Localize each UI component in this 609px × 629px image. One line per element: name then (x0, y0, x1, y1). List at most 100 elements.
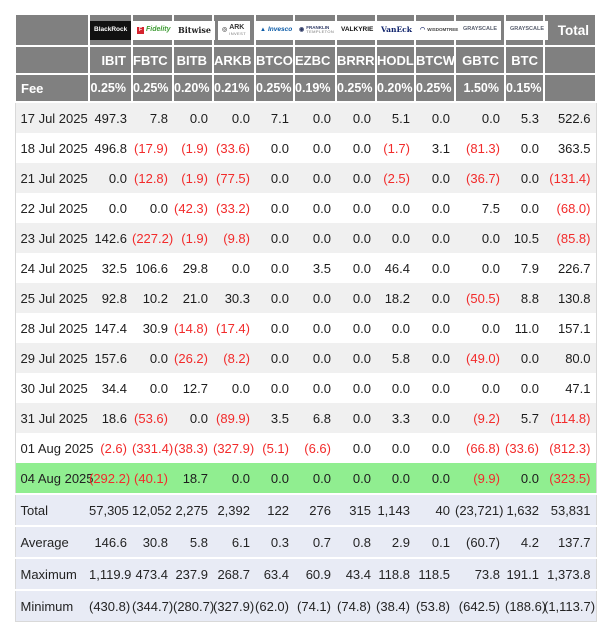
value-cell: 0.0 (312, 350, 331, 366)
value-cell: (40.1) (134, 470, 168, 486)
bitcoin-etf-flow-table: BlackRock F Fidelity Bitwise ◎ ARK INVEST ▲ Inve… (14, 13, 597, 622)
wisdomtree-logo-icon: ◠ (420, 27, 426, 33)
summary-value-cell: 5.8 (189, 534, 208, 550)
summary-value-cell: 473.4 (135, 566, 168, 582)
ticker-fbtc: FBTC (131, 45, 174, 75)
corner-cell (14, 13, 90, 47)
value-cell: 5.3 (520, 110, 539, 126)
summary-value-cell: (53.8) (416, 598, 450, 614)
date-cell: 28 Jul 2025 (20, 320, 88, 336)
value-cell: 142.6 (94, 230, 127, 246)
date-cell: 18 Jul 2025 (20, 140, 88, 156)
value-cell: 0.0 (520, 380, 539, 396)
logo-text-main: ARK (229, 24, 245, 32)
value-cell: 7.9 (520, 260, 539, 276)
value-cell: 0.0 (312, 290, 331, 306)
total-cell: 47.1 (565, 380, 591, 396)
value-cell: 7.5 (481, 200, 500, 216)
value-cell: 0.0 (391, 320, 410, 336)
value-cell: 0.0 (431, 350, 450, 366)
provider-header-btc: GRAYSCALE (504, 13, 549, 47)
value-cell: 0.0 (312, 140, 331, 156)
logo-text-main: Fidelity (146, 26, 171, 34)
value-cell: (6.6) (304, 440, 331, 456)
table-row: 01 Aug 2025 (2.6) (331.4) (38.3) (327.9) (5.1… (15, 433, 596, 463)
value-cell: (81.3) (466, 140, 500, 156)
value-cell: (292.2) (89, 470, 131, 486)
value-cell: 0.0 (270, 260, 289, 276)
value-cell: 0.0 (481, 110, 500, 126)
ticker-gbtc: GBTC (454, 45, 506, 75)
value-cell: 0.0 (312, 320, 331, 336)
value-cell: 0.0 (431, 440, 450, 456)
franklin-templeton-logo: ◉ FRANKLIN TEMPLETON (295, 20, 339, 40)
grayscale-btc-logo: GRAYSCALE (506, 20, 549, 40)
summary-value-cell: 0.3 (270, 534, 289, 550)
provider-header-brrr: VALKYRIE (335, 13, 378, 47)
total-cell: (812.3) (549, 440, 591, 456)
logo-text: ARK INVEST (229, 24, 246, 36)
value-cell: 0.0 (352, 170, 371, 186)
value-cell: (26.2) (174, 350, 208, 366)
total-cell: 130.8 (557, 290, 591, 306)
summary-value-cell: (74.1) (297, 598, 331, 614)
value-cell: 0.0 (481, 380, 500, 396)
value-cell: 496.8 (94, 140, 127, 156)
value-cell: 5.1 (391, 110, 410, 126)
summary-row-average: Average 146.6 30.8 5.8 6.1 0.3 0.7 0.8 2.9 0.1 (60… (15, 526, 596, 558)
summary-value-cell: (327.9) (213, 598, 255, 614)
value-cell: 0.0 (431, 290, 450, 306)
summary-value-cell: 118.8 (378, 566, 410, 582)
summary-value-cell: 57,305 (89, 502, 129, 518)
date-cell: 21 Jul 2025 (20, 170, 88, 186)
fee-row-label: Fee (14, 73, 90, 103)
value-cell: 0.0 (352, 440, 371, 456)
summary-value-cell: 0.7 (312, 534, 331, 550)
value-cell: (17.4) (216, 320, 250, 336)
fee-gbtc: 1.50% (454, 73, 506, 103)
summary-value-cell: 315 (349, 502, 371, 518)
summary-value-cell: (188.6) (505, 598, 547, 614)
value-cell: (331.4) (132, 440, 174, 456)
value-cell: 0.0 (312, 230, 331, 246)
fee-arkb: 0.21% (212, 73, 256, 103)
value-cell: 0.0 (520, 350, 539, 366)
summary-value-cell: 0.8 (352, 534, 371, 550)
value-cell: 0.0 (312, 110, 331, 126)
date-cell: 23 Jul 2025 (20, 230, 88, 246)
value-cell: 6.8 (312, 410, 331, 426)
value-cell: (2.5) (383, 170, 410, 186)
value-cell: 497.3 (94, 110, 127, 126)
value-cell: (1.9) (181, 170, 208, 186)
value-cell: 34.4 (101, 380, 127, 396)
value-cell: 3.3 (391, 410, 410, 426)
value-cell: 0.0 (520, 170, 539, 186)
logo-text: GRAYSCALE (463, 26, 497, 33)
fidelity-logo-icon: F (137, 26, 144, 34)
value-cell: 0.0 (270, 380, 289, 396)
value-cell: 0.0 (352, 470, 371, 486)
value-cell: 0.0 (231, 380, 250, 396)
valkyrie-logo: VALKYRIE (337, 20, 378, 40)
logo-text-main: Invesco (267, 25, 293, 33)
value-cell: (9.2) (473, 410, 500, 426)
ticker-btcw: BTCW (414, 45, 456, 75)
summary-value-cell: 6.1 (231, 534, 250, 550)
value-cell: (5.1) (262, 440, 289, 456)
value-cell: 7.1 (270, 110, 289, 126)
value-cell: 46.4 (384, 260, 410, 276)
value-cell: 0.0 (431, 380, 450, 396)
value-cell: 0.0 (431, 110, 450, 126)
value-cell: 5.7 (520, 410, 539, 426)
ticker-brrr: BRRR (335, 45, 377, 75)
provider-header-btcw: ◠ WISDOMTREE (414, 13, 463, 47)
table-body: 17 Jul 2025 497.3 7.8 0.0 0.0 7.1 0.0 0.0 5.1 0.0… (15, 102, 596, 622)
logo-text-sub: INVEST (229, 30, 247, 36)
value-cell: 0.0 (391, 200, 410, 216)
value-cell: (33.6) (505, 440, 539, 456)
summary-value-cell: (430.8) (89, 598, 131, 614)
value-cell: 0.0 (391, 230, 410, 246)
fidelity-logo: F Fidelity (133, 20, 175, 40)
value-cell: 0.0 (520, 200, 539, 216)
blackrock-logo: BlackRock (90, 20, 132, 40)
